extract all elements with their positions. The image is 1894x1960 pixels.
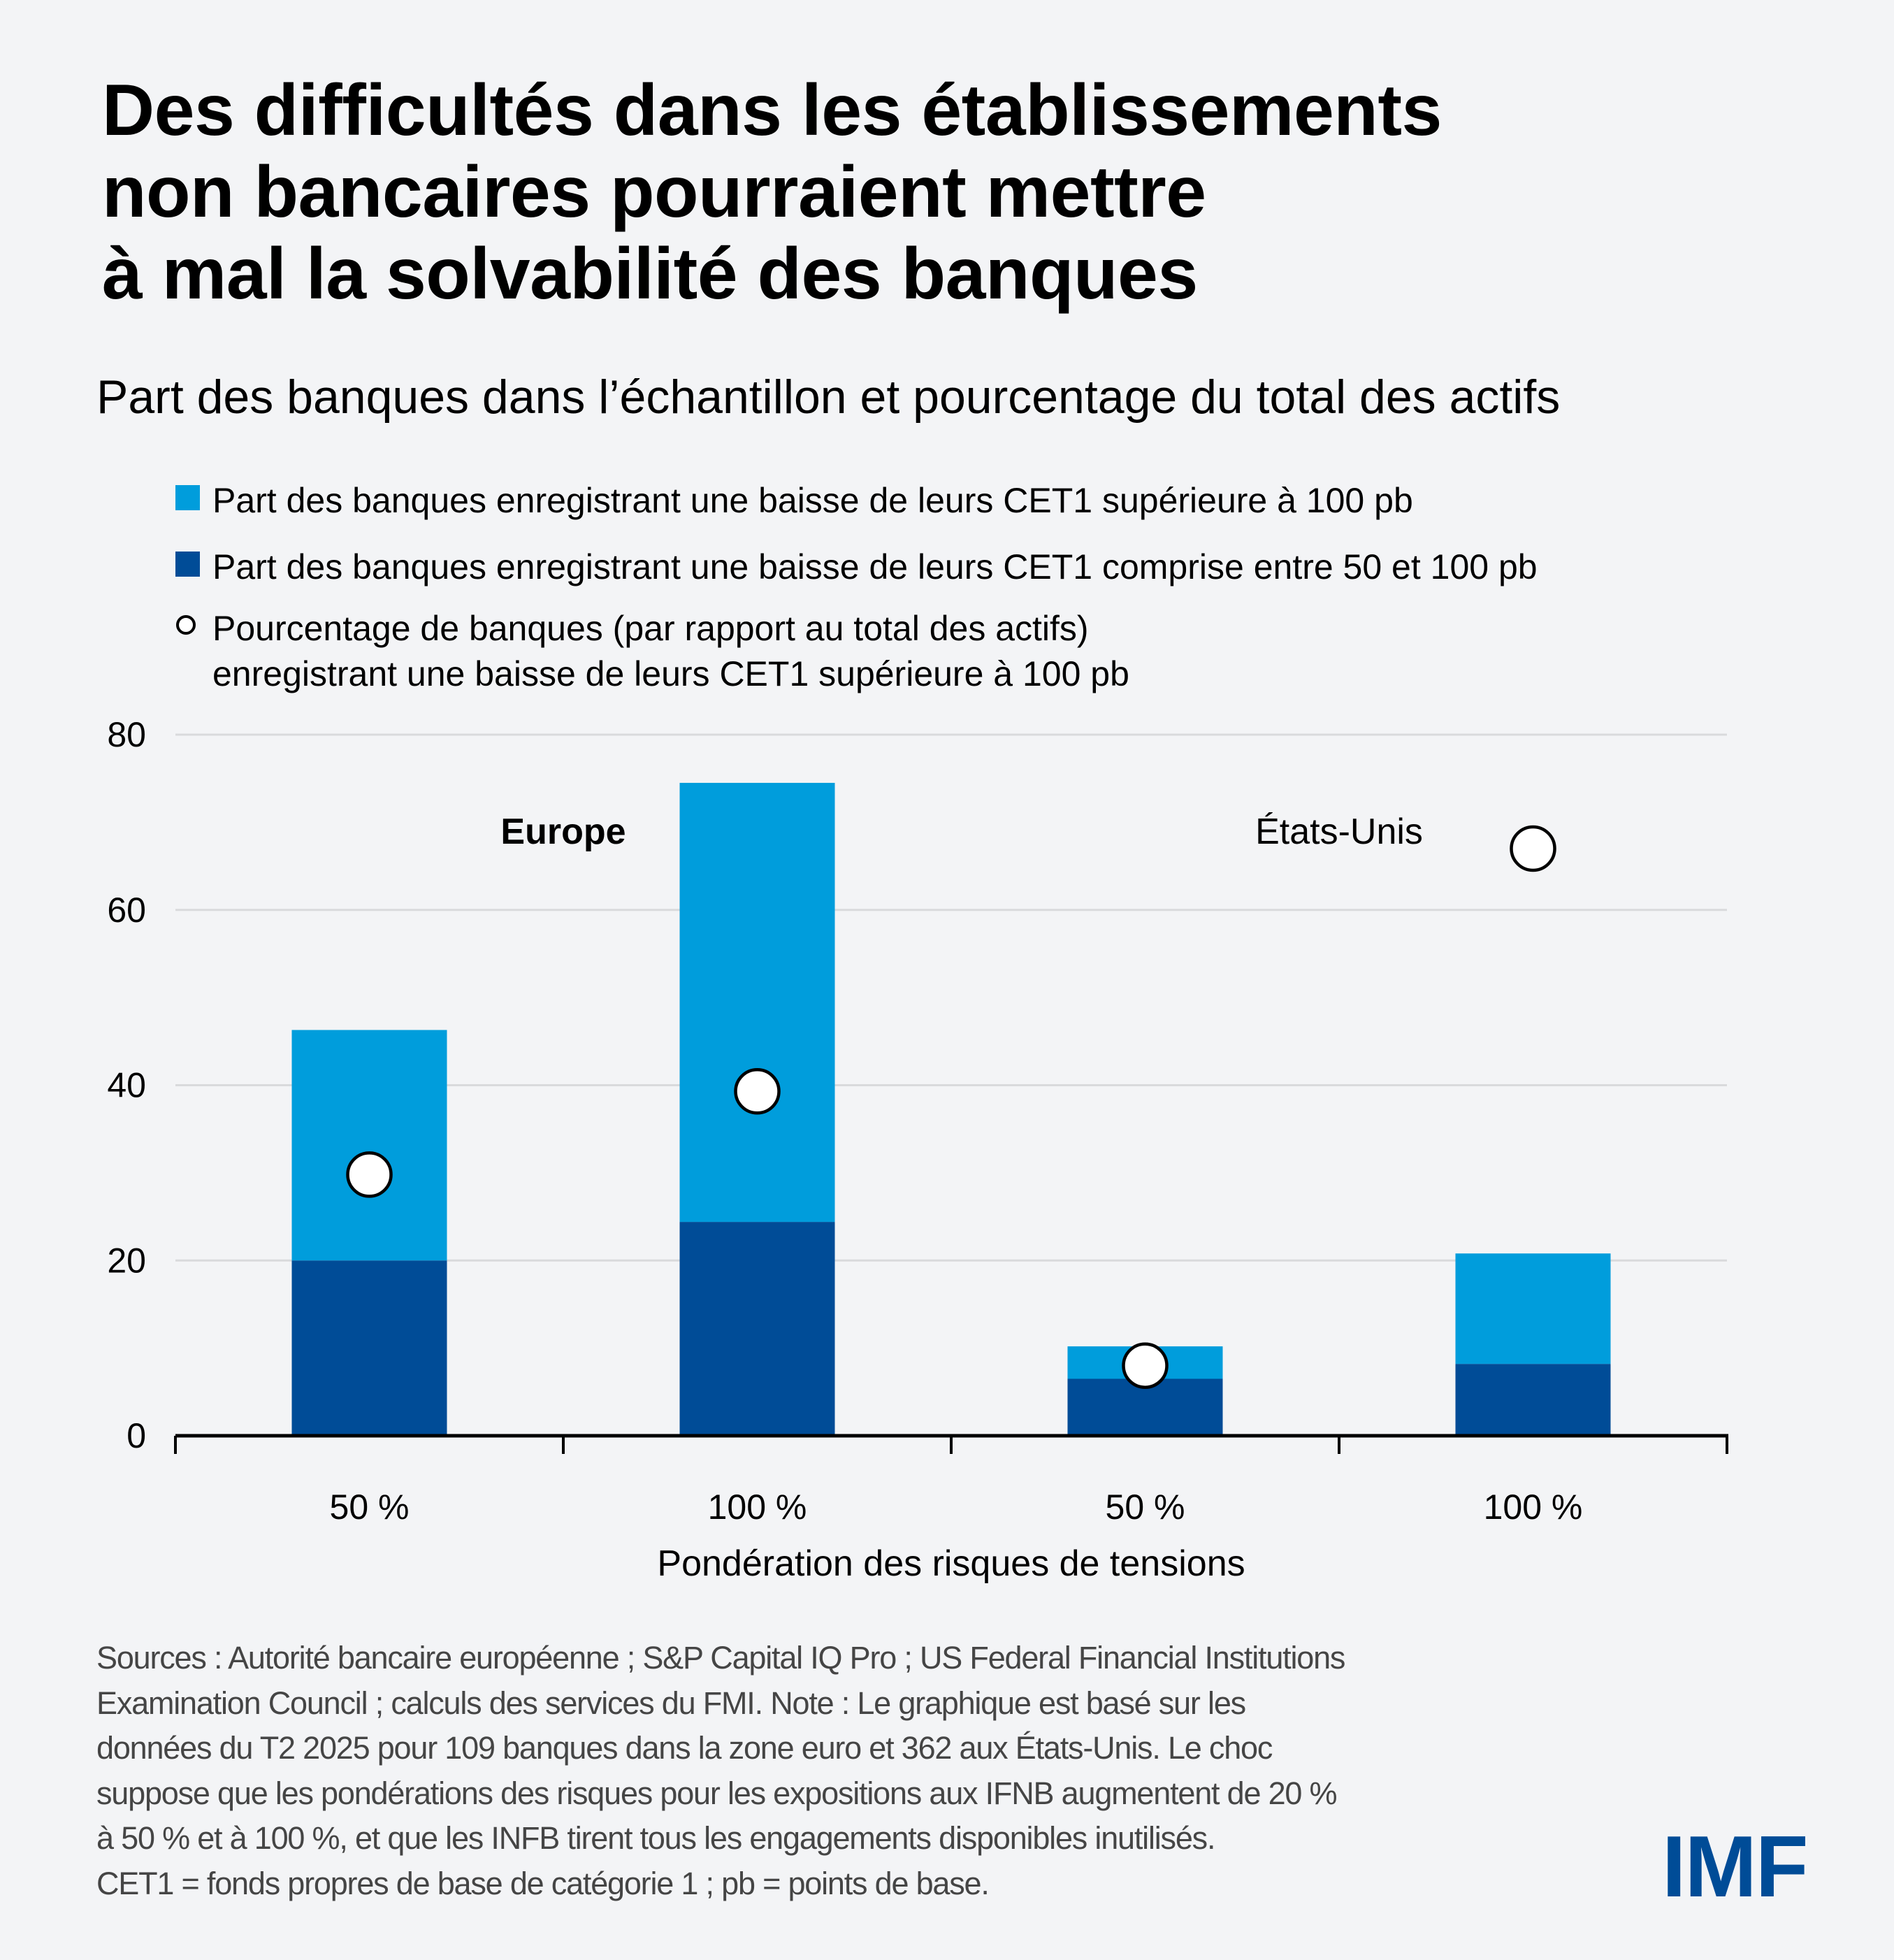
legend-swatch-dark-blue [175,552,200,577]
bar-segment-50-100pb [679,1222,835,1436]
x-tick-label: 50 % [1106,1487,1185,1527]
footer-line: suppose que les pondérations des risques… [96,1775,1338,1811]
bar-segment-above-100pb [1455,1253,1611,1364]
chart-subtitle: Part des banques dans l’échantillon et p… [96,370,1561,424]
bar-segment-above-100pb [291,1030,447,1261]
chart-title-line: Des difficultés dans les établissements [102,70,1442,151]
bar-segment-50-100pb [1455,1364,1611,1436]
legend-label: Part des banques enregistrant une baisse… [212,547,1538,586]
x-tick-label: 100 % [1484,1487,1583,1527]
asset-share-marker [734,1068,781,1115]
x-tick-label: 100 % [708,1487,807,1527]
y-tick-label: 60 [107,891,146,930]
legend-swatch-light-blue [175,485,200,510]
y-tick-label: 20 [107,1241,146,1280]
y-tick-labels: 0 20 40 60 80 [107,715,146,1455]
x-tick-labels: 50 % 100 % 50 % 100 % [330,1487,1583,1527]
asset-share-marker [346,1151,393,1198]
group-labels: Europe États-Unis [500,812,1422,852]
legend-label: Part des banques enregistrant une baisse… [212,481,1413,520]
markers [346,825,1556,1389]
x-axis [174,1434,1728,1454]
chart-title: Des difficultés dans les établissements … [102,70,1442,315]
y-tick-label: 40 [107,1066,146,1105]
footer-line: Sources : Autorité bancaire européenne ;… [96,1640,1345,1676]
asset-share-marker [1510,825,1556,872]
y-tick-label: 80 [107,715,146,754]
footer-notes: Sources : Autorité bancaire européenne ;… [96,1636,1345,1906]
footer-line: Examination Council ; calculs des servic… [96,1685,1246,1721]
group-label-europe: Europe [500,812,626,852]
y-tick-label: 0 [126,1416,146,1455]
x-axis-title: Pondération des risques de tensions [657,1543,1245,1584]
bar-segment-50-100pb [291,1260,447,1436]
chart-title-line: non bancaires pourraient mettre [102,152,1206,233]
bar-segment-above-100pb [679,782,835,1223]
footer-line: à 50 % et à 100 %, et que les INFB tiren… [96,1820,1215,1856]
bars [291,782,1611,1436]
imf-logo: IMF [1662,1819,1808,1915]
legend-circle-icon [176,615,196,635]
group-label-united-states: États-Unis [1255,812,1423,852]
chart-title-line: à mal la solvabilité des banques [102,233,1198,315]
footer-line: CET1 = fonds propres de base de catégori… [96,1865,990,1901]
x-tick-label: 50 % [330,1487,410,1527]
legend-label: enregistrant une baisse de leurs CET1 su… [212,654,1129,693]
asset-share-marker [1122,1342,1169,1389]
footer-line: données du T2 2025 pour 109 banques dans… [96,1730,1273,1766]
legend-label: Pourcentage de banques (par rapport au t… [212,609,1089,648]
